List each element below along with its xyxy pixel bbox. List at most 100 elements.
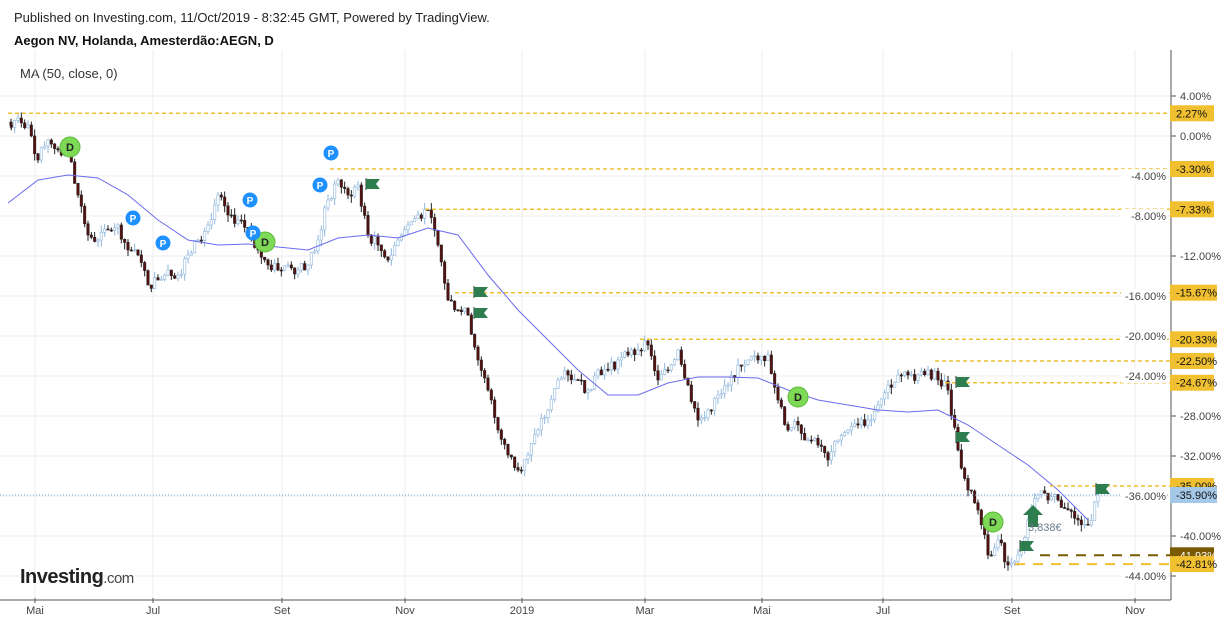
candle-body [899, 374, 903, 377]
candle-body [413, 218, 417, 223]
candle-body [776, 386, 780, 401]
candle-body [893, 381, 897, 388]
candle-body [183, 258, 187, 275]
candle-body [536, 429, 540, 436]
candle-body [186, 254, 190, 260]
candle-body [1059, 499, 1063, 508]
candle-body [889, 384, 893, 388]
candle-body [193, 240, 197, 254]
candle-body [549, 398, 553, 411]
candle-body [539, 418, 543, 431]
dividend-marker-label: D [261, 237, 269, 249]
candle-body [813, 437, 817, 442]
candle-body [243, 220, 247, 228]
candle-body [963, 467, 967, 479]
candle-body [936, 370, 940, 381]
candle-body [153, 277, 157, 289]
level-label: 2.27% [1176, 108, 1207, 120]
candle-body [383, 250, 387, 258]
candle-body [163, 274, 167, 280]
candle-body [939, 379, 943, 387]
p-marker-label: P [250, 229, 257, 240]
candle-body [596, 369, 600, 377]
candle-body [856, 423, 860, 426]
candle-body [346, 188, 350, 196]
y-tick-label: -36.00% [1125, 491, 1166, 503]
candle-body [879, 398, 883, 406]
flag-icon [956, 377, 970, 387]
candle-body [389, 254, 393, 261]
candle-body [16, 117, 20, 121]
candle-body [473, 333, 477, 348]
candle-body [959, 449, 963, 469]
candle-body [679, 349, 683, 365]
candle-body [73, 161, 77, 184]
candle-body [349, 194, 353, 197]
y-tick-label: -16.00% [1125, 291, 1166, 303]
dividend-marker [982, 511, 1004, 533]
candle-body [829, 451, 833, 461]
candle-body [759, 355, 763, 361]
candle-body [453, 300, 457, 311]
candle-body [663, 369, 667, 375]
candle-body [336, 179, 340, 185]
candle-body [993, 547, 997, 556]
trade-label: 3,838€ [1028, 522, 1062, 534]
candle-body [806, 439, 810, 442]
candle-body [196, 239, 200, 242]
candle-body [423, 209, 427, 219]
candle-body [479, 359, 483, 371]
candle-body [799, 424, 803, 434]
candle-body [803, 433, 807, 441]
candle-body [1039, 490, 1043, 496]
p-marker-label: P [328, 149, 335, 160]
candle-body [433, 217, 437, 231]
candle-body [279, 269, 283, 272]
candle-body [439, 244, 443, 263]
candle-body [9, 124, 13, 128]
level-label: -20.33% [1176, 334, 1217, 346]
candle-body [873, 410, 877, 421]
candle-body [1076, 517, 1080, 521]
candle-body [169, 269, 173, 276]
candle-body [283, 265, 287, 271]
indicator-legend[interactable]: MA (50, close, 0) [20, 66, 118, 81]
y-tick-label: -44.00% [1125, 571, 1166, 583]
candle-body [629, 349, 633, 356]
candle-body [403, 229, 407, 236]
candle-body [119, 224, 123, 240]
candle-body [783, 406, 787, 425]
dividend-marker-label: D [794, 392, 802, 404]
y-tick-label: 0.00% [1180, 131, 1211, 143]
candle-body [666, 369, 670, 372]
candle-body [416, 214, 420, 219]
candle-body [636, 349, 640, 355]
candle-body [676, 349, 680, 360]
x-tick-label: Jul [146, 605, 160, 617]
candle-body [713, 397, 717, 411]
candle-body [159, 279, 163, 281]
candle-body [989, 554, 993, 557]
candle-body [83, 205, 87, 225]
candle-body [639, 349, 643, 352]
candle-body [273, 263, 277, 271]
p-marker [125, 210, 141, 226]
candle-body [766, 354, 770, 362]
candle-body [753, 355, 757, 358]
candle-body [716, 394, 720, 399]
candle-body [853, 423, 857, 427]
candle-body [599, 369, 603, 376]
level-badge [1170, 284, 1217, 301]
published-caption: Published on Investing.com, 11/Oct/2019 … [14, 10, 490, 25]
candle-body [683, 364, 687, 379]
candle-body [56, 148, 60, 151]
candle-body [1006, 561, 1010, 566]
candle-body [513, 456, 517, 468]
candle-body [233, 214, 237, 224]
candle-body [379, 244, 383, 252]
candle-body [793, 421, 797, 428]
y-tick-label: -12.00% [1180, 251, 1221, 263]
candle-body [966, 478, 970, 491]
candle-body [979, 509, 983, 526]
